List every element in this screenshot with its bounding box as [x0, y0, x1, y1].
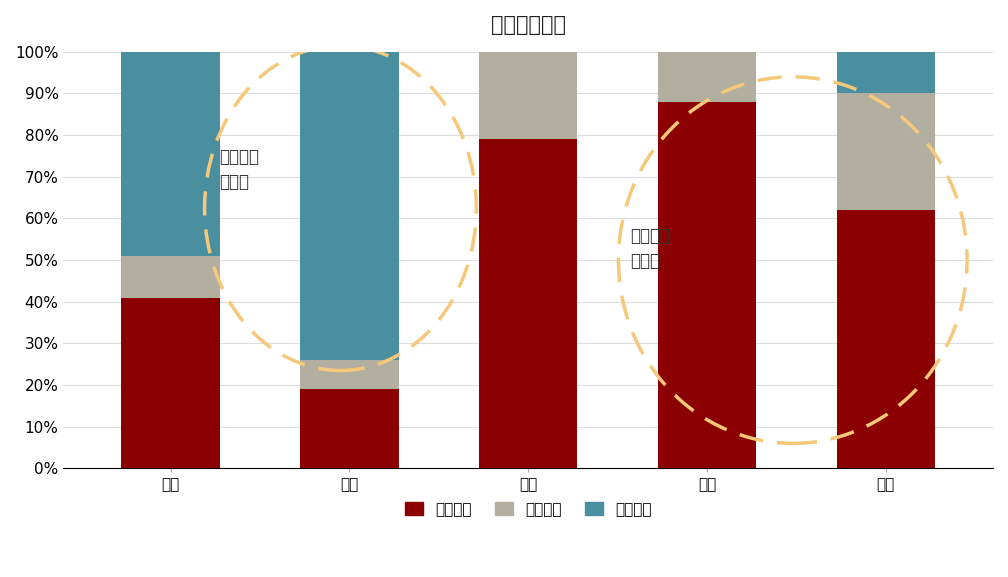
Bar — [658, 102, 756, 469]
Bar — [658, 52, 756, 102]
Bar — [300, 52, 398, 360]
Bar — [837, 93, 934, 210]
Bar — [300, 389, 398, 469]
Bar — [300, 360, 398, 389]
Title: 发电成本结构: 发电成本结构 — [491, 15, 565, 35]
Bar — [121, 256, 220, 298]
Bar — [479, 52, 578, 139]
Bar — [837, 52, 934, 93]
Text: 燃料成本
占比高: 燃料成本 占比高 — [219, 148, 259, 190]
Bar — [837, 210, 934, 469]
Legend: 设备成本, 运维成本, 燃料成本: 设备成本, 运维成本, 燃料成本 — [398, 496, 658, 523]
Bar — [121, 298, 220, 469]
Text: 设备成本
占比高: 设备成本 占比高 — [630, 227, 670, 270]
Bar — [121, 52, 220, 256]
Bar — [479, 139, 578, 469]
